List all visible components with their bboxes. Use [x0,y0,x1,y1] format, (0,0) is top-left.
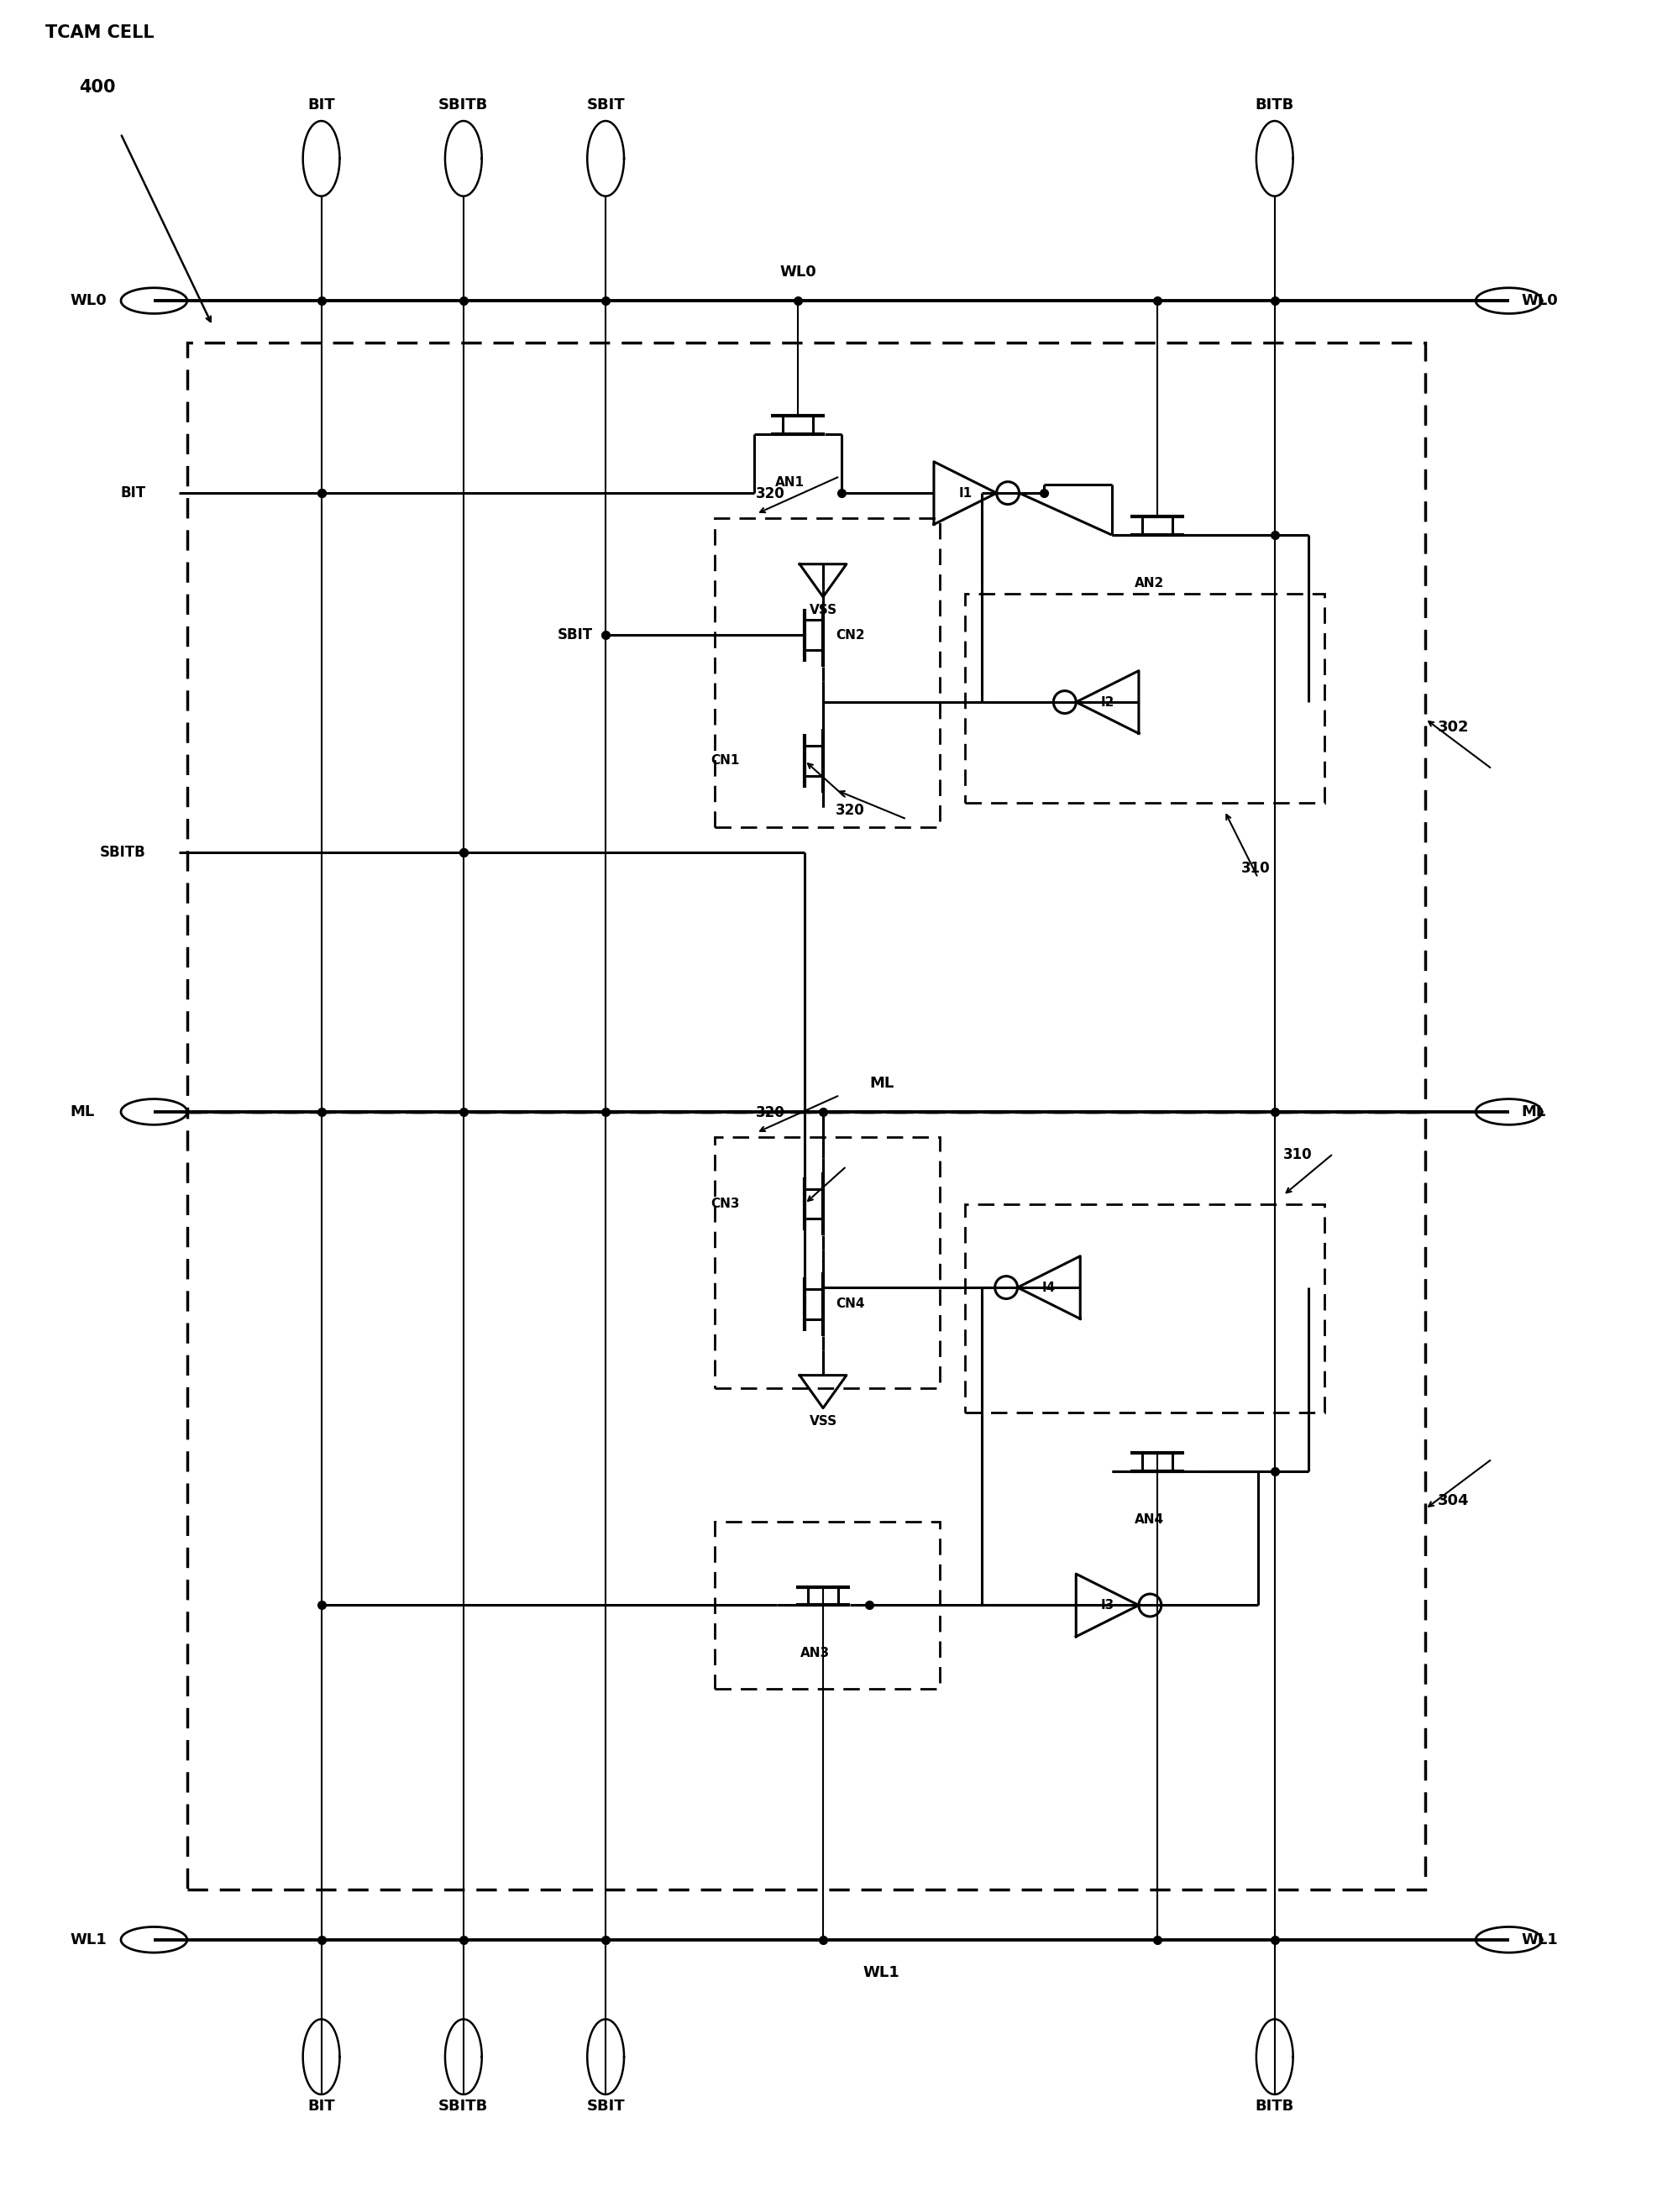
Text: WL1: WL1 [70,1931,108,1947]
Text: ML: ML [70,1104,94,1119]
Text: 400: 400 [80,80,116,95]
Text: SBIT: SBIT [557,628,593,644]
Text: VSS: VSS [809,1416,837,1427]
Bar [964,1203,1324,1413]
Text: AN4: AN4 [1133,1513,1163,1526]
Text: WL0: WL0 [70,294,108,307]
Text: WL1: WL1 [863,1964,900,1980]
Text: SBIT: SBIT [587,2099,625,2115]
Bar [714,1522,940,1688]
Text: I2: I2 [1100,697,1114,708]
Text: I4: I4 [1042,1281,1056,1294]
Text: 310: 310 [1283,1146,1311,1161]
Text: CN4: CN4 [835,1298,865,1310]
Bar [964,593,1324,803]
Text: VSS: VSS [809,604,837,617]
Text: 302: 302 [1437,719,1468,734]
Text: I3: I3 [1100,1599,1114,1613]
Text: I1: I1 [958,487,971,500]
Text: SBIT: SBIT [587,97,625,113]
Text: WL0: WL0 [1521,294,1558,307]
Text: BITB: BITB [1254,97,1294,113]
Text: 320: 320 [756,487,785,502]
Text: ML: ML [1521,1104,1544,1119]
Text: SBITB: SBITB [99,845,146,860]
Text: AN1: AN1 [774,476,804,489]
Text: WL0: WL0 [779,265,815,279]
Text: 320: 320 [835,803,865,818]
Text: SBITB: SBITB [439,2099,489,2115]
Text: 304: 304 [1437,1493,1468,1509]
Text: AN2: AN2 [1133,577,1163,588]
Bar [714,518,940,827]
Text: ML: ML [868,1075,893,1091]
Bar [187,1113,1425,1889]
Text: AN3: AN3 [800,1648,828,1659]
Text: BIT: BIT [308,97,335,113]
Text: CN1: CN1 [711,754,739,768]
Text: BIT: BIT [121,484,146,500]
Text: SBITB: SBITB [439,97,489,113]
Text: CN2: CN2 [835,628,865,641]
Text: 320: 320 [756,1106,785,1119]
Text: CN3: CN3 [711,1197,739,1210]
Text: BIT: BIT [308,2099,335,2115]
Text: TCAM CELL: TCAM CELL [45,24,154,42]
Text: BITB: BITB [1254,2099,1294,2115]
Bar [714,1137,940,1387]
Text: WL1: WL1 [1521,1931,1558,1947]
Text: 310: 310 [1241,860,1269,876]
Bar [187,343,1425,1113]
